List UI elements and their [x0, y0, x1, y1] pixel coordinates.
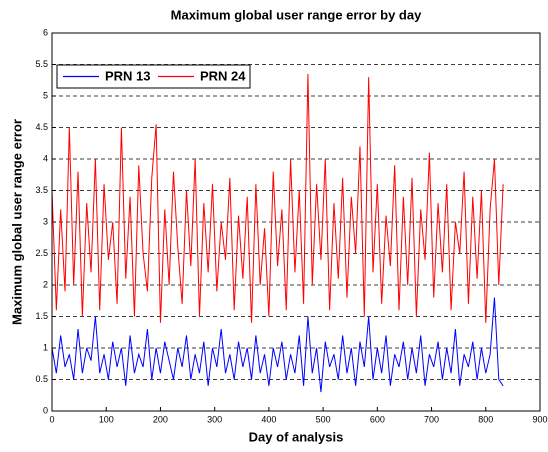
x-axis-label: Day of analysis	[249, 429, 344, 444]
x-tick-label: 300	[207, 414, 222, 424]
y-tick-label: 4	[43, 153, 48, 163]
legend-box	[56, 64, 251, 89]
y-tick-label: 3.5	[35, 185, 48, 195]
x-tick-label: 800	[478, 414, 493, 424]
y-tick-label: 2.5	[35, 248, 48, 258]
y-tick-label: 2	[43, 279, 48, 289]
legend-label: PRN 24	[200, 68, 246, 83]
x-tick-label: 900	[532, 414, 547, 424]
legend-label: PRN 13	[105, 68, 151, 83]
x-tick-label: 200	[153, 414, 168, 424]
y-tick-label: 6	[43, 27, 48, 37]
y-tick-label: 0.5	[35, 374, 48, 384]
chart-title: Maximum global user range error by day	[171, 7, 422, 22]
x-tick-label: 500	[316, 414, 331, 424]
series-line	[51, 73, 504, 323]
y-tick-label: 1	[43, 342, 48, 352]
y-tick-label: 5.5	[35, 59, 48, 69]
x-tick-label: 100	[99, 414, 114, 424]
x-tick-label: 400	[261, 414, 276, 424]
x-tick-label: 700	[424, 414, 439, 424]
x-tick-label: 0	[49, 414, 54, 424]
series-line	[51, 297, 504, 393]
y-axis-label: Maximum global user range error	[9, 119, 24, 325]
y-tick-label: 3	[43, 216, 48, 226]
plot-frame	[51, 32, 541, 412]
y-tick-label: 1.5	[35, 311, 48, 321]
y-tick-label: 5	[43, 90, 48, 100]
x-tick-label: 600	[370, 414, 385, 424]
y-tick-label: 4.5	[35, 122, 48, 132]
y-tick-label: 0	[43, 405, 48, 415]
